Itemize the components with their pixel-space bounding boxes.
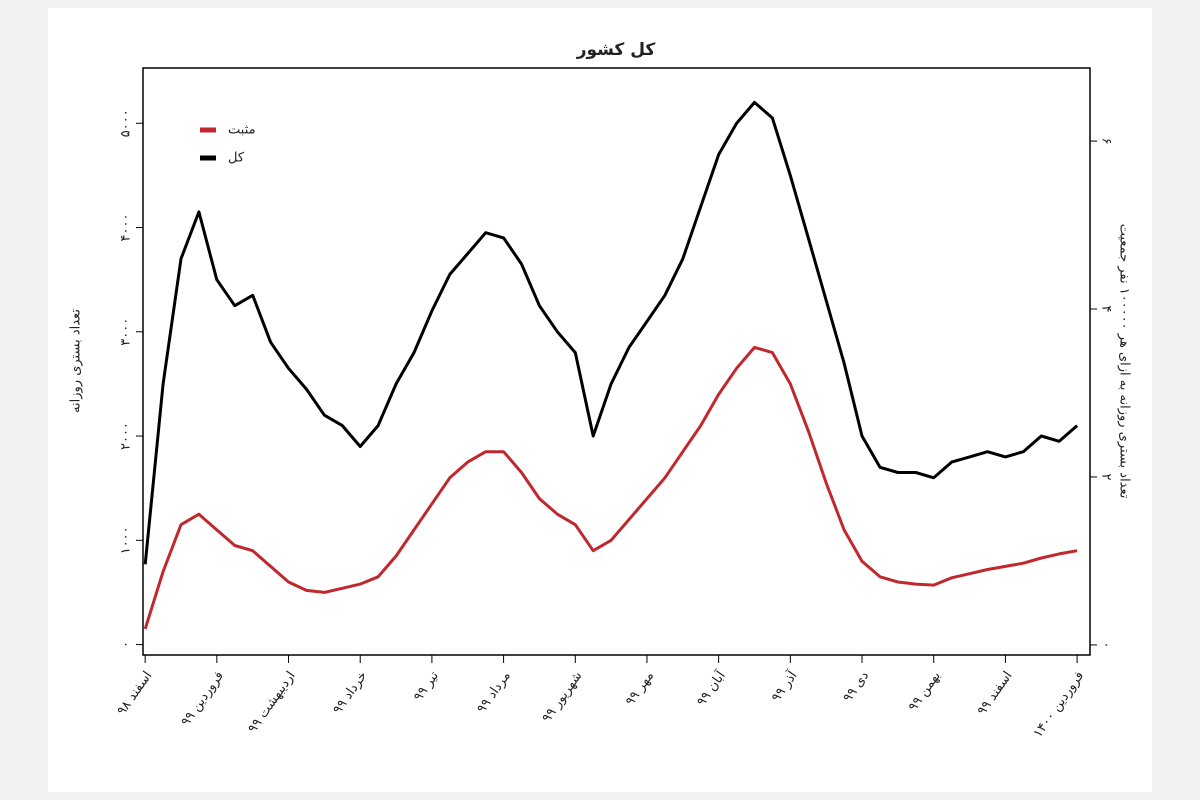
y2-tick-label: ۶ (1099, 138, 1114, 145)
y2-axis-label: تعداد بستری روزانه به ازای هر ۱۰۰۰۰۰ نفر… (1117, 224, 1132, 499)
series-line (143, 345, 1078, 630)
legend-label: مثبت (228, 123, 256, 138)
plot-frame (142, 67, 1091, 656)
y2-tick-label: ۲ (1099, 473, 1114, 480)
legend-label: کل (228, 151, 245, 166)
y-axis-label: تعداد بستری روزانه (69, 309, 84, 413)
series-line (143, 100, 1079, 565)
y-tick-label: ۱۰۰۰ (119, 526, 134, 554)
y-tick-label: ۵۰۰۰ (119, 109, 134, 137)
y2-tick-label: ۰ (1099, 641, 1114, 648)
y2-tick-label: ۴ (1099, 306, 1114, 313)
y-tick-label: ۲۰۰۰ (119, 422, 134, 450)
y-tick-label: ۳۰۰۰ (119, 318, 134, 346)
card (48, 8, 1152, 792)
y-tick-label: ۰ (119, 641, 134, 648)
chart-title: کل کشور (576, 40, 656, 60)
y-tick-label: ۴۰۰۰ (119, 214, 134, 242)
